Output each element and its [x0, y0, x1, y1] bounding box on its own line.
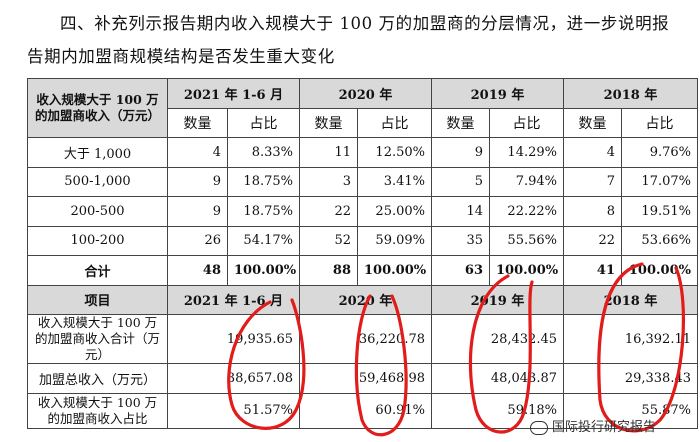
cell-ratio: 8.33% [227, 137, 300, 168]
cell-count: 41 [563, 255, 622, 286]
cell-value: 38,657.08 [167, 363, 300, 394]
cell-value: 60.91% [299, 392, 432, 429]
period-2018: 2018 年 [563, 78, 698, 109]
cell-count: 4 [167, 137, 228, 168]
table2-header-row: 项目 2021 年 1-6 月 2020 年 2019 年 2018 年 [27, 284, 698, 315]
table2-header-label: 项目 [27, 284, 168, 315]
cell-ratio: 100.00% [357, 255, 432, 286]
cell-value: 16,392.11 [563, 314, 698, 364]
intro-line-2: 告期内加盟商规模结构是否发生重大变化 [27, 47, 335, 66]
table-total-row: 合计 48 100.00% 88 100.00% 63 100.00% 41 1… [27, 255, 698, 286]
cell-count: 11 [299, 137, 358, 168]
table-row: 大于 1,000 4 8.33% 11 12.50% 9 14.29% 4 9.… [27, 137, 698, 168]
table1-header-row: 收入规模大于 100 万的加盟商收入（万元） 2021 年 1-6 月 2020… [27, 78, 698, 138]
table-row: 加盟总收入（万元） 38,657.08 59,468.98 48,043.87 … [27, 363, 698, 394]
cell-ratio: 22.22% [489, 196, 564, 227]
row-label: 合计 [27, 255, 168, 286]
sub-ratio: 占比 [357, 107, 432, 138]
row-label: 大于 1,000 [27, 137, 168, 168]
cell-ratio: 25.00% [357, 196, 432, 227]
table-row: 收入规模大于 100 万的加盟商收入合计（万元） 19,935.65 36,22… [27, 314, 698, 364]
cell-count: 63 [431, 255, 490, 286]
cell-ratio: 9.76% [621, 137, 698, 168]
period-2020: 2020 年 [299, 78, 432, 109]
sub-ratio: 占比 [621, 107, 698, 138]
cell-ratio: 3.41% [357, 166, 432, 197]
cell-count: 52 [299, 225, 358, 256]
cell-ratio: 100.00% [227, 255, 300, 286]
cell-count: 8 [563, 196, 622, 227]
sub-count: 数量 [563, 107, 622, 138]
cell-count: 48 [167, 255, 228, 286]
cell-count: 9 [167, 196, 228, 227]
sub-ratio: 占比 [227, 107, 300, 138]
cell-ratio: 53.66% [621, 225, 698, 256]
period-2020: 2020 年 [299, 284, 432, 315]
cell-ratio: 59.09% [357, 225, 432, 256]
row-label: 收入规模大于 100 万的加盟商收入占比 [27, 392, 168, 429]
cell-count: 7 [563, 166, 622, 197]
row-label: 收入规模大于 100 万的加盟商收入合计（万元） [27, 314, 168, 364]
cell-count: 3 [299, 166, 358, 197]
period-2018: 2018 年 [563, 284, 698, 315]
cell-count: 5 [431, 166, 490, 197]
cell-count: 35 [431, 225, 490, 256]
cell-ratio: 100.00% [621, 255, 698, 286]
period-2019: 2019 年 [431, 78, 564, 109]
intro-line-1: 四、补充列示报告期内收入规模大于 100 万的加盟商的分层情况，进一步说明报 [60, 14, 670, 33]
cell-value: 29,338.43 [563, 363, 698, 394]
period-2021h1: 2021 年 1-6 月 [167, 78, 300, 109]
table-row: 500-1,000 9 18.75% 3 3.41% 5 7.94% 7 17.… [27, 166, 698, 197]
cell-count: 4 [563, 137, 622, 168]
sub-count: 数量 [431, 107, 490, 138]
cell-count: 26 [167, 225, 228, 256]
cell-ratio: 12.50% [357, 137, 432, 168]
row-label: 加盟总收入（万元） [27, 363, 168, 394]
cell-count: 9 [167, 166, 228, 197]
cell-ratio: 100.00% [489, 255, 564, 286]
cell-count: 22 [299, 196, 358, 227]
cell-ratio: 55.56% [489, 225, 564, 256]
cell-value: 19,935.65 [167, 314, 300, 364]
sub-ratio: 占比 [489, 107, 564, 138]
cell-value: 51.57% [167, 392, 300, 429]
table1-subheader-row: 数量 占比 数量 占比 数量 占比 数量 占比 [28, 107, 698, 138]
row-label: 200-500 [27, 196, 168, 227]
cell-value: 36,220.78 [299, 314, 432, 364]
cell-value: 59,468.98 [299, 363, 432, 394]
watermark: 国际投行研究报告 [530, 416, 656, 435]
table-row: 100-200 26 54.17% 52 59.09% 35 55.56% 22… [27, 225, 698, 256]
franchisee-table: 收入规模大于 100 万的加盟商收入（万元） 2021 年 1-6 月 2020… [27, 78, 698, 429]
sub-count: 数量 [167, 107, 228, 138]
table-row: 200-500 9 18.75% 22 25.00% 14 22.22% 8 1… [27, 196, 698, 227]
cell-ratio: 54.17% [227, 225, 300, 256]
wechat-icon [530, 420, 548, 435]
cell-ratio: 14.29% [489, 137, 564, 168]
cell-ratio: 18.75% [227, 196, 300, 227]
row-label: 500-1,000 [27, 166, 168, 197]
period-2019: 2019 年 [431, 284, 564, 315]
table1-header-label: 收入规模大于 100 万的加盟商收入（万元） [27, 78, 168, 138]
cell-ratio: 18.75% [227, 166, 300, 197]
cell-count: 88 [299, 255, 358, 286]
cell-ratio: 7.94% [489, 166, 564, 197]
cell-ratio: 17.07% [621, 166, 698, 197]
sub-count: 数量 [299, 107, 358, 138]
cell-count: 22 [563, 225, 622, 256]
intro-paragraph: 四、补充列示报告期内收入规模大于 100 万的加盟商的分层情况，进一步说明报 告… [0, 0, 700, 78]
watermark-text: 国际投行研究报告 [552, 420, 657, 435]
cell-value: 28,432.45 [431, 314, 564, 364]
cell-count: 14 [431, 196, 490, 227]
row-label: 100-200 [27, 225, 168, 256]
period-2021h1: 2021 年 1-6 月 [167, 284, 300, 315]
cell-value: 48,043.87 [431, 363, 564, 394]
cell-ratio: 19.51% [621, 196, 698, 227]
cell-count: 9 [431, 137, 490, 168]
